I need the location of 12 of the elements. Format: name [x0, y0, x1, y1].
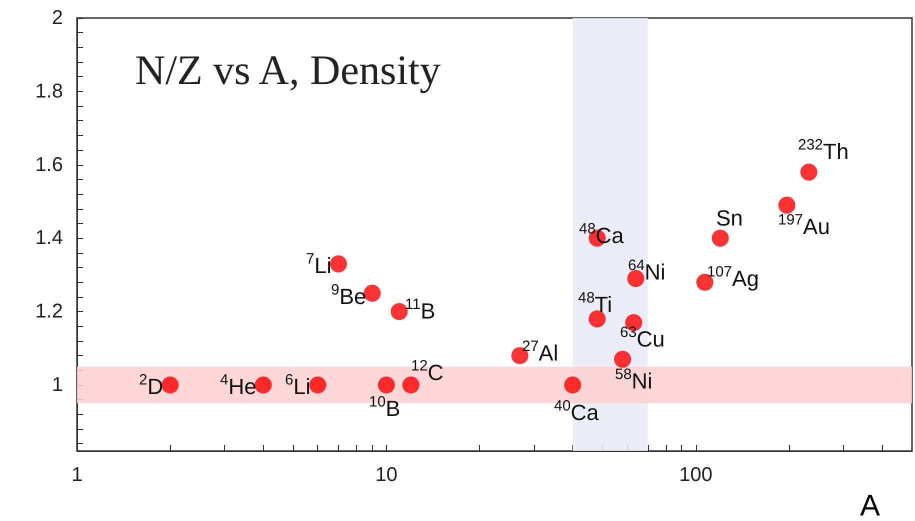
x-axis-title: A	[860, 490, 880, 521]
x-tick-label: 100	[679, 464, 712, 486]
y-tick-label: 2	[52, 7, 63, 29]
x-tick-label: 1	[71, 464, 83, 486]
y-tick-label: 1.2	[35, 300, 63, 323]
y-tick-label: 1	[52, 374, 63, 396]
text: N/Z vs A, Density	[135, 48, 441, 94]
x-tick-label: 10	[375, 464, 398, 486]
y-tick-label: 1.4	[35, 227, 63, 250]
y-tick-label: 1.8	[35, 80, 63, 102]
y-tick-label: 1.6	[35, 154, 63, 176]
annotation: Sn	[716, 206, 743, 231]
